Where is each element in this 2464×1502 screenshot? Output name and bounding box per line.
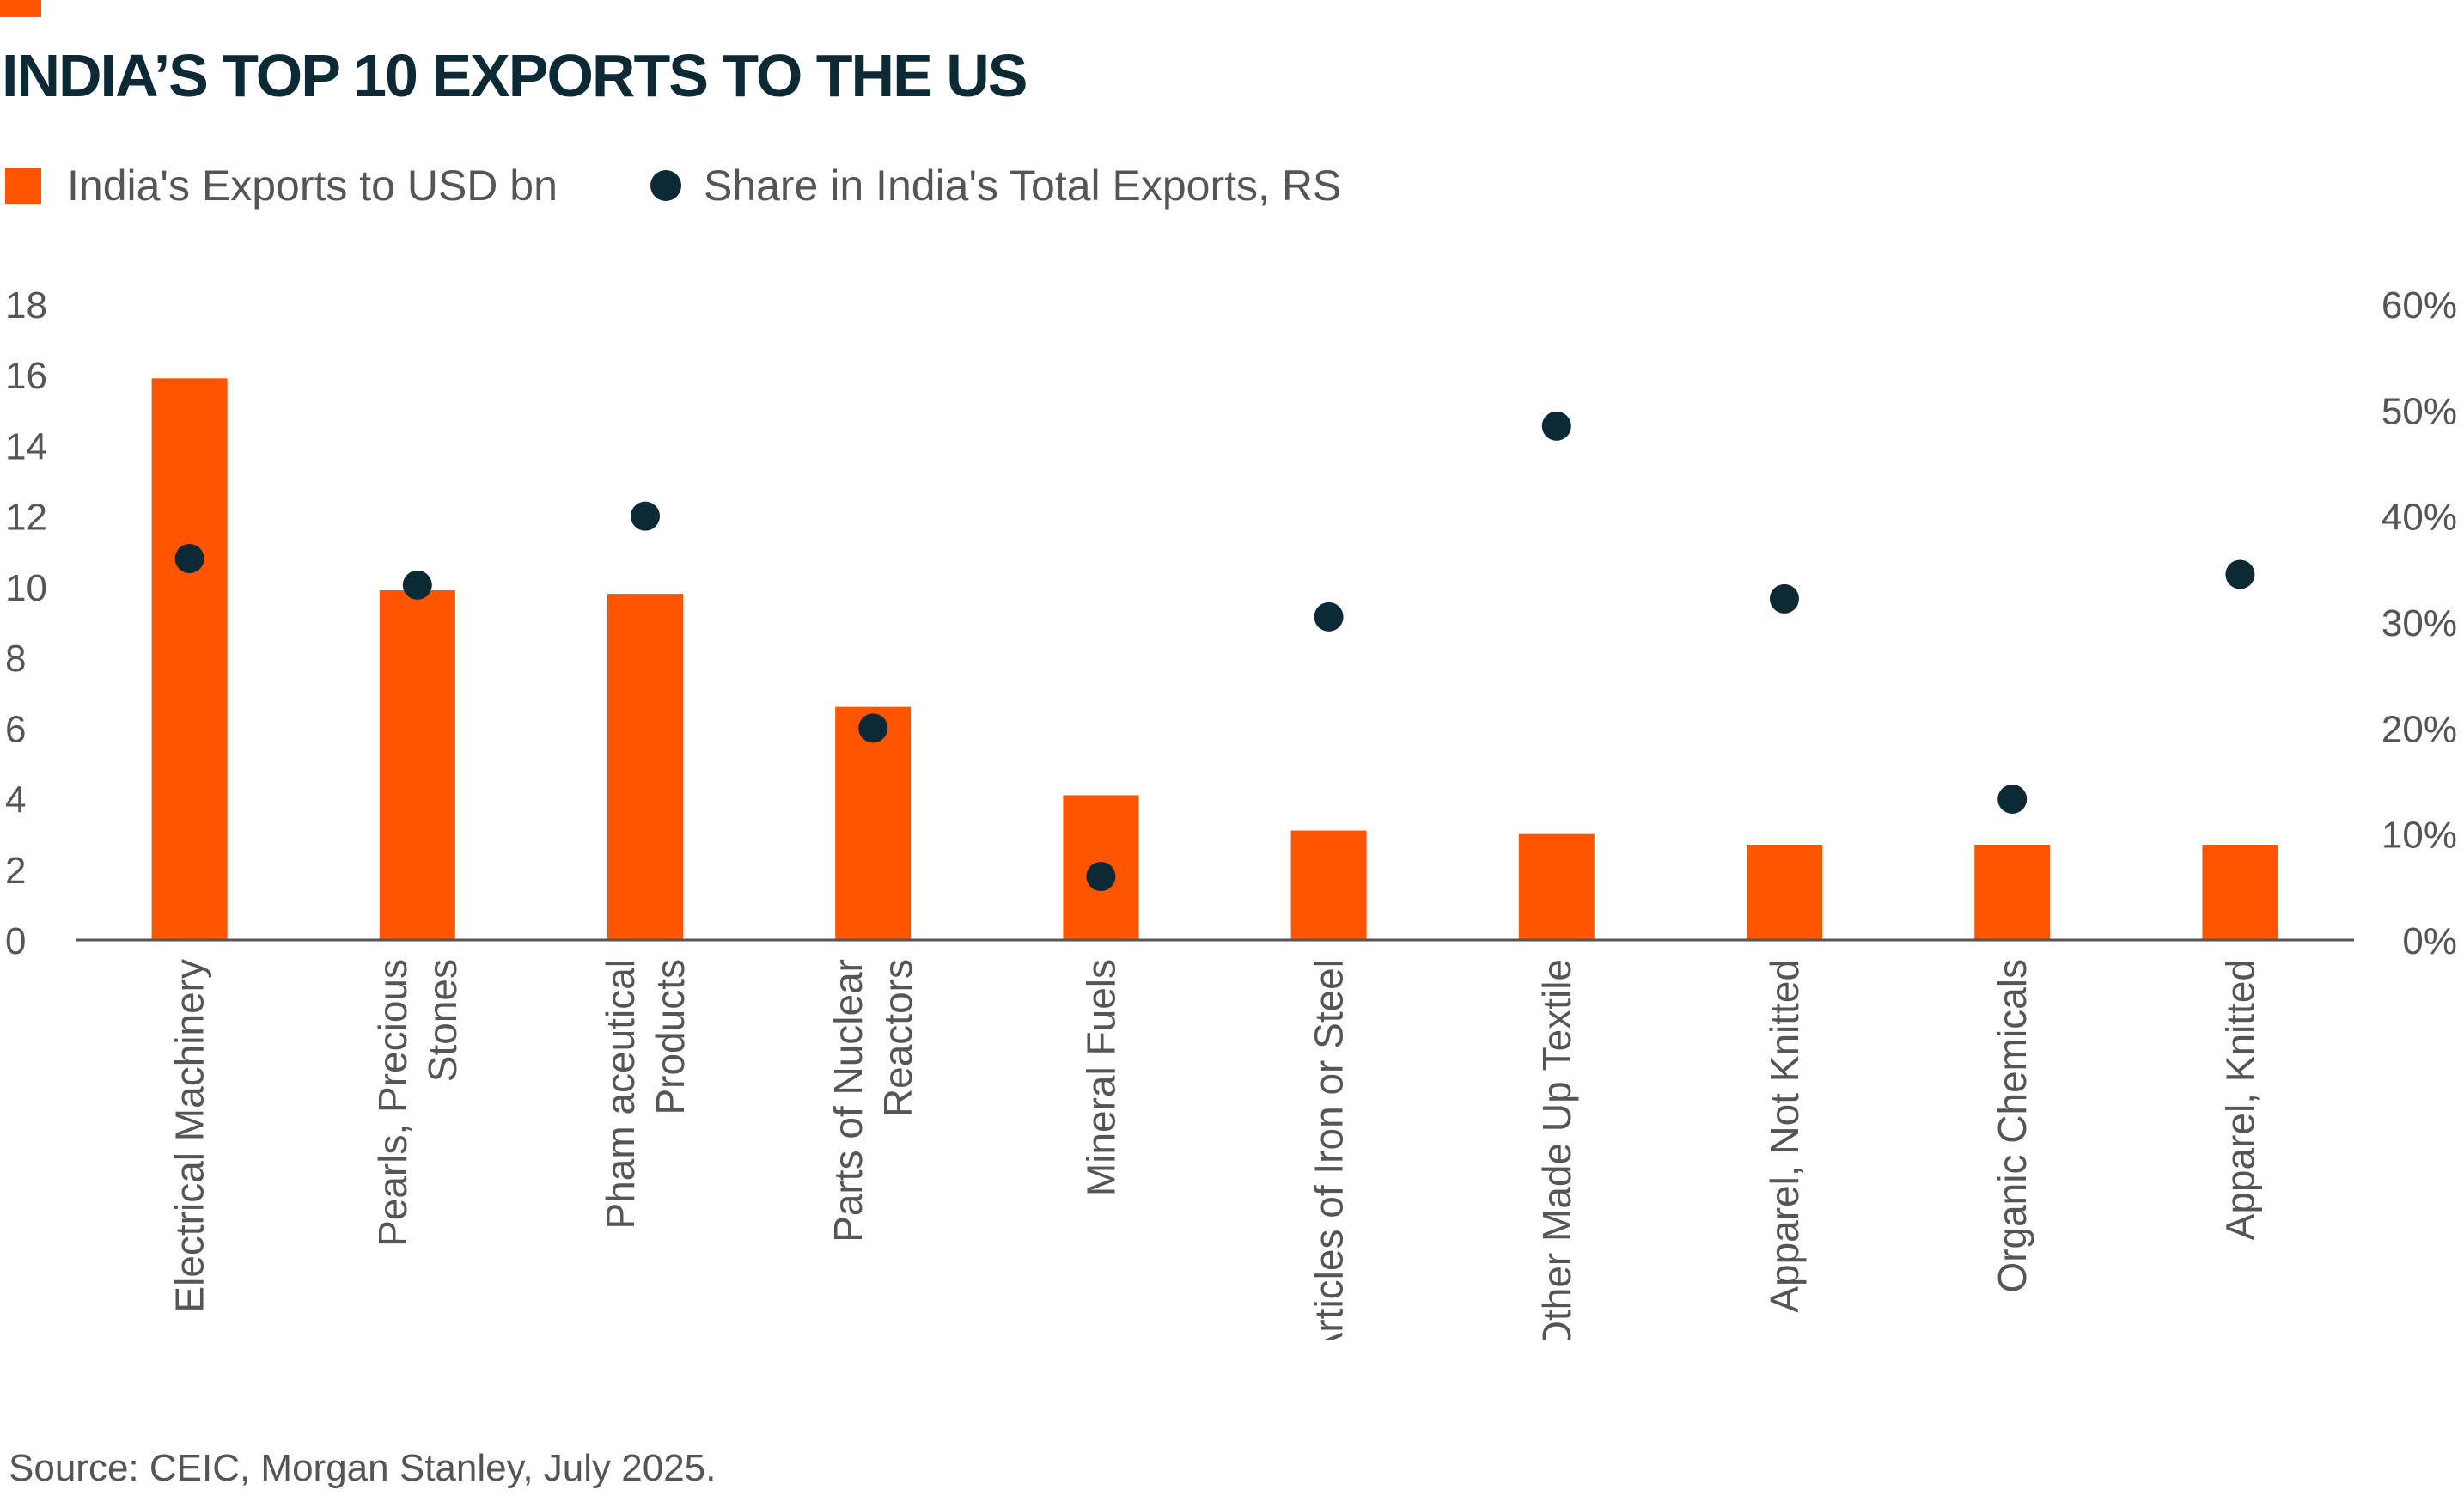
bar-exports [2202, 845, 2278, 940]
x-category-label: Mineral Fuels [1078, 959, 1123, 1196]
chart-plot: 0 2 4 6 8 10 12 14 16 18 0% 10% 20% 30% 40% 50% 60% Elect… [5, 284, 2457, 1340]
y-left-tick-label: 12 [5, 497, 47, 539]
legend-label-exports: India's Exports to USD bn [67, 162, 558, 210]
x-category-label: Products [648, 959, 692, 1115]
y-left-tick-label: 2 [5, 850, 26, 892]
x-category-label: Apparel, Not Knitted [1762, 959, 1807, 1313]
x-category-label: Apparel, Knitted [2217, 959, 2262, 1240]
dot-share [1541, 411, 1571, 441]
dot-share [1314, 601, 1344, 632]
bar-exports [835, 706, 912, 940]
source-note: Source: CEIC, Morgan Stanley, July 2025. [9, 1447, 717, 1489]
legend: India's Exports to USD bn Share in India… [5, 158, 1434, 213]
legend-item-share: Share in India's Total Exports, RS [650, 161, 1341, 211]
legend-bar-swatch [5, 168, 41, 204]
bar-exports [1974, 845, 2051, 940]
y-right-tick-label: 0% [2402, 920, 2457, 962]
dot-share [1770, 583, 1799, 614]
y-right-tick-label: 10% [2382, 815, 2457, 857]
y-left-tick-label: 18 [5, 284, 47, 327]
bar-exports [379, 590, 455, 940]
x-category-label: Parts of Nuclear [826, 959, 870, 1243]
bar-exports [607, 594, 683, 940]
y-left-tick-label: 0 [5, 920, 26, 962]
y-right-tick-label: 60% [2382, 284, 2457, 327]
y-right-tick-label: 40% [2382, 497, 2457, 539]
x-category-label: Articles of Iron or Steel [1307, 959, 1351, 1340]
x-category-label: Reactors [875, 959, 920, 1117]
y-left-tick-label: 10 [5, 567, 47, 609]
bar-exports [151, 378, 228, 940]
legend-dot-swatch [650, 170, 681, 201]
x-category-label: Pham aceutical [598, 959, 643, 1230]
y-right-tick-label: 30% [2382, 602, 2457, 644]
x-category-label: Other Made Up Textile [1534, 959, 1579, 1340]
legend-item-exports: India's Exports to USD bn [5, 161, 558, 211]
x-category-label: Electrical Machinery [168, 959, 212, 1313]
x-category-label: Organic Chemicals [1990, 959, 2034, 1293]
dot-share [1997, 784, 2028, 814]
dot-share [631, 501, 660, 531]
dot-share [858, 713, 888, 743]
legend-label-share: Share in India's Total Exports, RS [703, 162, 1342, 210]
x-category-label: Pearls, Precious [370, 959, 415, 1247]
y-left-tick-label: 6 [5, 708, 26, 750]
y-left-tick-label: 4 [5, 779, 26, 821]
bar-exports [1747, 845, 1822, 940]
y-left-tick-label: 8 [5, 638, 26, 680]
dot-share [2225, 559, 2255, 589]
y-right-tick-label: 20% [2382, 708, 2457, 750]
dot-share [174, 544, 204, 573]
bar-exports [1290, 830, 1367, 940]
dot-share [402, 570, 432, 600]
dot-share [1086, 862, 1116, 891]
title-accent-bar [0, 0, 41, 17]
y-right-tick-label: 50% [2382, 390, 2457, 432]
y-left-tick-label: 16 [5, 355, 47, 397]
x-category-label: Stones [420, 959, 465, 1082]
chart-title: INDIA’S TOP 10 EXPORTS TO THE US [2, 42, 1028, 109]
y-left-tick-label: 14 [5, 425, 47, 467]
bar-exports [1518, 833, 1595, 940]
